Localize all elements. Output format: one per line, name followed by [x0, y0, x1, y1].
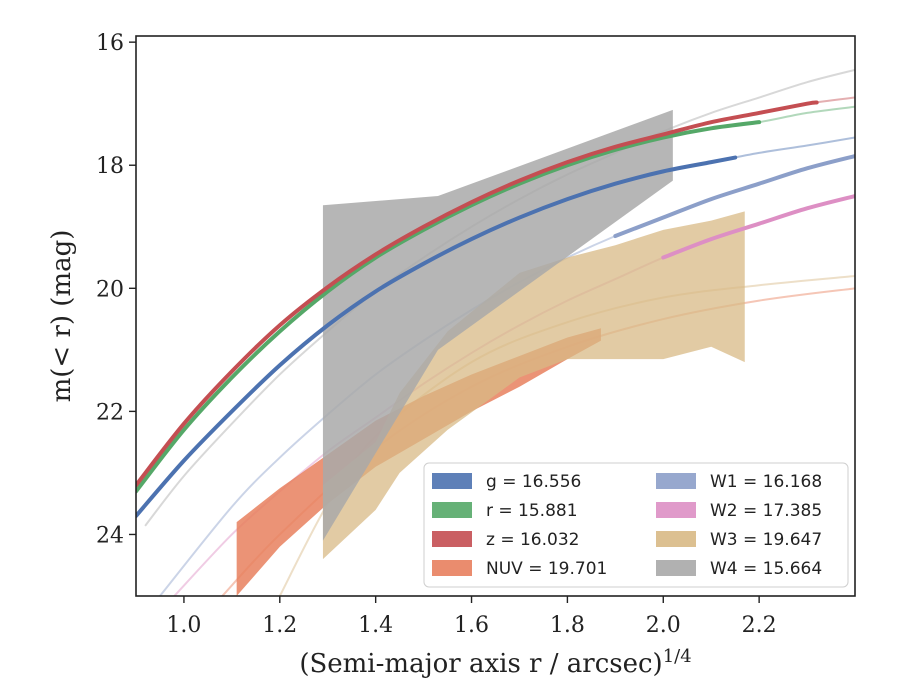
- y-tick-label: 22: [96, 400, 124, 425]
- y-tick-label: 18: [96, 154, 124, 179]
- series-g-data-curve: [136, 155, 738, 518]
- legend-label-z: z = 16.032: [486, 530, 579, 550]
- y-tick-label: 24: [96, 523, 124, 548]
- legend-label-r: r = 15.881: [486, 501, 578, 521]
- legend-label-w2: W2 = 17.385: [710, 501, 822, 521]
- legend-label-g: g = 16.556: [486, 472, 581, 492]
- legend-swatch-w3: [656, 531, 696, 547]
- plot-frame: [135, 35, 856, 597]
- legend-swatch-r: [432, 502, 472, 518]
- plot-area: [136, 68, 855, 596]
- legend-label-w1: W1 = 16.168: [710, 472, 822, 492]
- legend-label-w3: W3 = 19.647: [710, 530, 822, 550]
- legend-swatch-g: [432, 473, 472, 489]
- legend-label-w4: W4 = 15.664: [710, 559, 822, 579]
- x-tick-label: 2.0: [646, 613, 681, 638]
- legend-swatch-w1: [656, 473, 696, 489]
- series-w4-band: [322, 109, 673, 541]
- legend-label-nuv: NUV = 19.701: [486, 559, 607, 579]
- legend-box: [423, 462, 849, 588]
- x-tick-label: 1.4: [358, 613, 393, 638]
- legend-swatch-w4: [656, 560, 696, 576]
- series-z-data-curve: [136, 100, 819, 488]
- x-tick-label: 2.2: [742, 613, 777, 638]
- series-w3-band: [322, 211, 745, 560]
- legend-swatch-w2: [656, 502, 696, 518]
- x-tick-label: 1.2: [262, 613, 297, 638]
- x-axis-label: (Semi-major axis r / arcsec)1/4: [299, 646, 691, 679]
- y-tick-label: 20: [96, 277, 124, 302]
- y-tick-label: 16: [96, 31, 124, 56]
- legend-swatch-nuv: [432, 560, 472, 576]
- x-tick-label: 1.8: [550, 613, 585, 638]
- x-tick-label: 1.6: [454, 613, 489, 638]
- legend: g = 16.556 r = 15.881 z = 16.032 NUV = 19.7…: [423, 462, 849, 588]
- series-w1-data-curve: [613, 154, 855, 238]
- y-axis-label: m(< r) (mag): [47, 230, 77, 403]
- series-r-data-curve: [136, 120, 762, 494]
- series-w2-data-curve: [661, 194, 855, 260]
- x-tick-label: 1.0: [166, 613, 201, 638]
- legend-swatch-z: [432, 531, 472, 547]
